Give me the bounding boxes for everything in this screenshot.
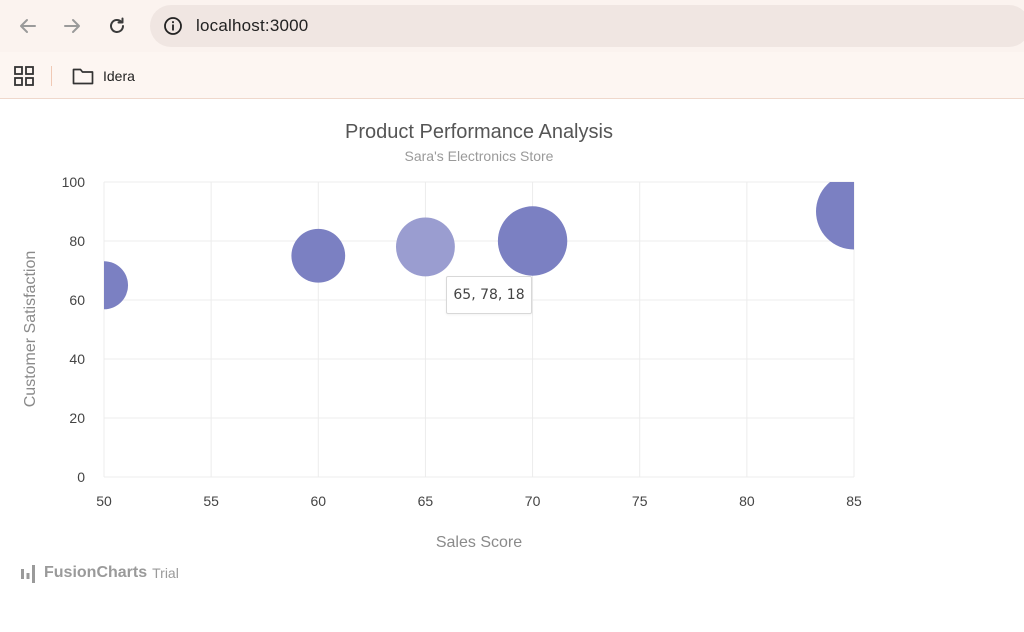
x-axis-label: Sales Score [436,534,522,551]
reload-button[interactable] [101,10,133,42]
x-tick-label: 75 [632,493,648,509]
y-tick-label: 80 [69,233,85,249]
reload-icon [110,17,124,33]
chart-title: Product Performance Analysis [345,121,613,143]
x-tick-label: 85 [846,493,862,509]
arrow-right-icon [64,19,80,33]
forward-button[interactable] [56,10,88,42]
apps-grid-icon[interactable] [14,66,34,86]
fusioncharts-logo-icon [21,565,35,583]
y-tick-label: 60 [69,292,85,308]
x-tick-label: 60 [310,493,326,509]
y-tick-label: 0 [77,469,85,485]
chart-subtitle: Sara's Electronics Store [405,148,554,164]
grid [103,181,855,478]
url-text[interactable]: localhost:3000 [196,16,309,35]
x-tick-label: 80 [739,493,755,509]
bubble-point[interactable] [291,228,346,283]
bubble-point[interactable] [497,206,568,276]
x-tick-label: 70 [525,493,541,509]
x-tick-label: 65 [418,493,434,509]
bookmarks-bar: Idera [0,52,1024,99]
y-axis-label: Customer Satisfaction [22,251,39,408]
y-tick-label: 40 [69,351,85,367]
bookmark-label: Idera [103,68,135,84]
bubble-chart: 50 55 60 65 70 75 80 85 0 20 40 60 80 100 Product Per… [0,98,1024,632]
y-tick-label: 20 [69,410,85,426]
folder-icon [72,68,94,85]
bookmark-divider [51,66,52,86]
data-tooltip: 65, 78, 18 [446,276,532,314]
watermark-brand: FusionCharts [44,564,148,581]
chart-svg: 50 55 60 65 70 75 80 85 0 20 40 60 80 100 Product Per… [22,121,892,551]
tick-labels: 50 55 60 65 70 75 80 85 0 20 40 60 80 100 [62,174,862,509]
bubble-point[interactable] [816,174,892,250]
x-tick-label: 50 [96,493,112,509]
watermark-trial: Trial [152,565,179,581]
bubble-point[interactable] [395,217,455,277]
bubbles [80,174,892,310]
fusioncharts-watermark: FusionCharts Trial [20,562,179,584]
address-bar[interactable]: localhost:3000 [150,5,1024,47]
arrow-left-icon [20,19,36,33]
bookmark-idera[interactable]: Idera [72,64,135,88]
x-tick-label: 55 [203,493,219,509]
browser-toolbar: localhost:3000 [0,0,1024,52]
y-tick-label: 100 [62,174,86,190]
back-button[interactable] [12,10,44,42]
info-icon[interactable] [162,15,184,37]
bubble-point[interactable] [80,261,129,310]
